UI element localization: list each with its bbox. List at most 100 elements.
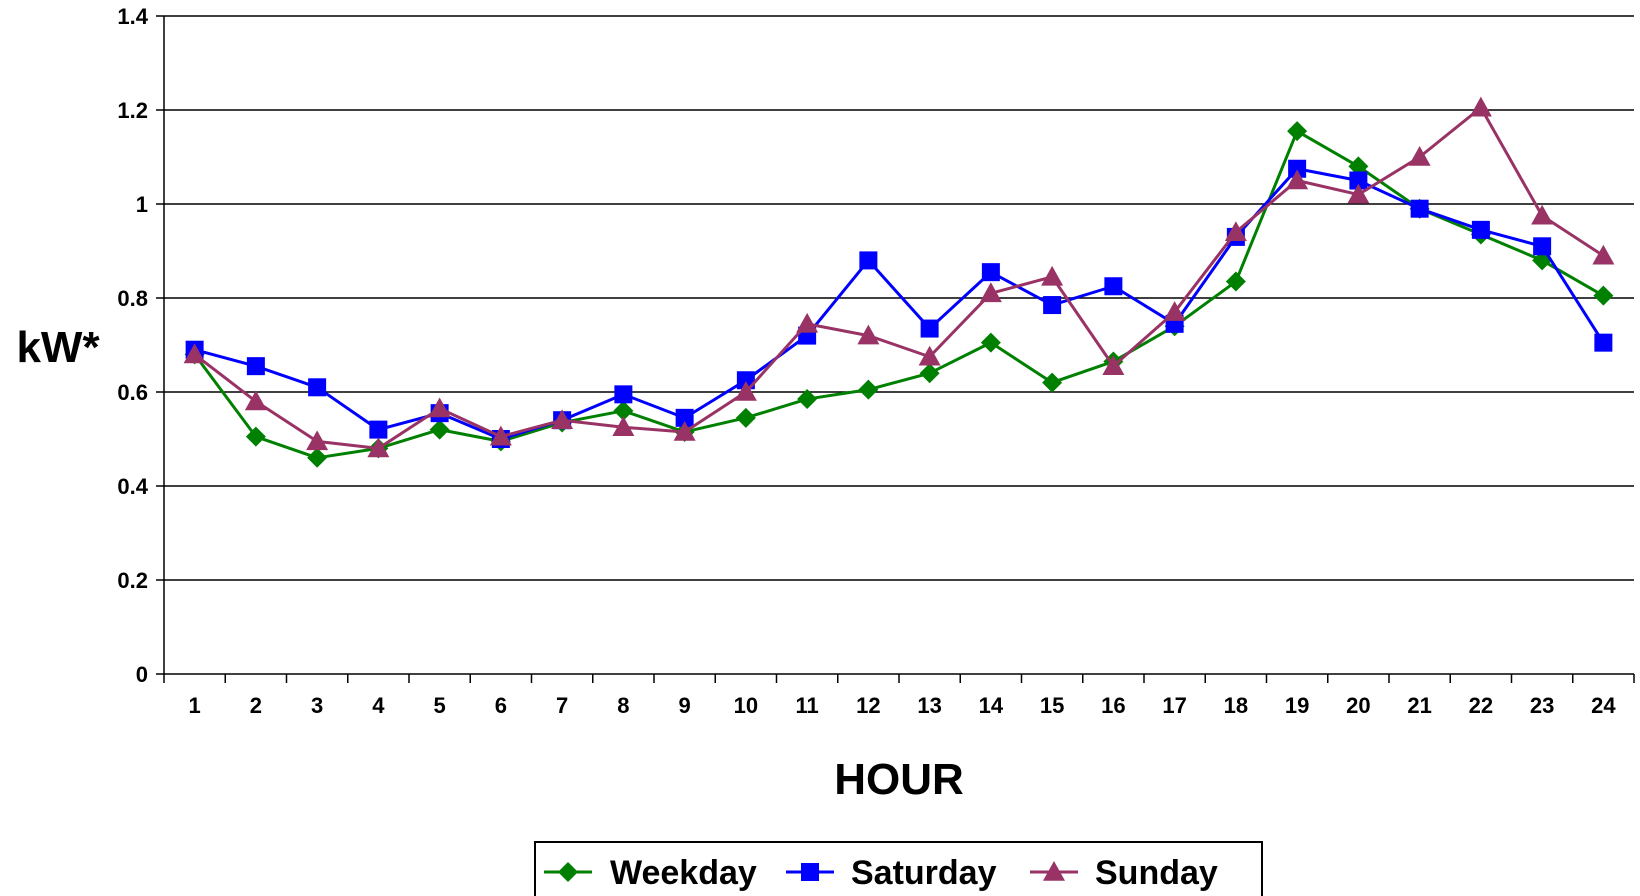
x-tick-label: 24 [1591, 693, 1616, 718]
legend-label-saturday: Saturday [851, 854, 997, 892]
legend-swatch-marker [558, 862, 578, 882]
x-tick-label: 21 [1407, 693, 1431, 718]
x-tick-label: 20 [1346, 693, 1370, 718]
legend-item-sunday: Sunday [1030, 854, 1218, 892]
x-tick-label: 3 [311, 693, 323, 718]
weekday-point [1348, 156, 1369, 177]
x-tick-label: 19 [1285, 693, 1309, 718]
saturday-point [1533, 237, 1552, 256]
saturday-point [246, 357, 265, 376]
weekday-point [613, 400, 634, 421]
saturday-line [194, 167, 1605, 441]
legend-box [534, 841, 1263, 896]
axes [156, 15, 1635, 683]
weekday-point [1225, 271, 1246, 292]
weekday-point [980, 332, 1001, 353]
x-tick-label: 16 [1101, 693, 1125, 718]
saturday-point [1043, 296, 1062, 315]
y-tick-label: 1 [136, 192, 148, 217]
saturday-point [1594, 333, 1613, 352]
legend-swatch-marker [801, 863, 819, 881]
sunday-point [428, 397, 451, 418]
weekday-line [193, 129, 1605, 460]
sunday-point [1408, 146, 1431, 166]
x-tick-label: 22 [1469, 693, 1493, 718]
legend-items: Weekday Saturday Sunday [544, 854, 1218, 892]
saturday-point [675, 408, 694, 427]
saturday-point [920, 319, 939, 338]
sunday-point [1531, 204, 1554, 225]
x-tick-label: 18 [1224, 693, 1248, 718]
y-tick-label: 0.2 [117, 568, 148, 593]
legend-label-weekday: Weekday [610, 854, 757, 892]
x-tick-label: 17 [1162, 693, 1186, 718]
legend-label-sunday: Sunday [1095, 854, 1218, 892]
sunday-point [367, 437, 390, 458]
x-tick-label: 9 [679, 693, 691, 718]
y-tick-label: 0.8 [117, 286, 148, 311]
weekday-point [919, 363, 940, 384]
x-tick-label: 15 [1040, 693, 1064, 718]
sunday-point [551, 409, 574, 429]
sunday-line [193, 106, 1605, 450]
saturday-point [859, 251, 878, 270]
sunday-point [183, 343, 206, 364]
sunday-point [979, 282, 1002, 303]
x-tick-label: 11 [795, 693, 818, 718]
legend-swatch-marker [1043, 861, 1065, 881]
y-tick-label: 1.2 [117, 98, 148, 123]
sunday-point [306, 430, 329, 451]
weekday-point [735, 407, 756, 428]
weekday-point [245, 426, 266, 447]
saturday-point [614, 385, 633, 404]
x-tick-label: 2 [250, 693, 262, 718]
legend-item-weekday: Weekday [544, 854, 757, 892]
saturday-point [1349, 171, 1368, 190]
weekday-point [307, 447, 328, 468]
sunday-point [1224, 221, 1247, 241]
x-tick-label: 14 [979, 693, 1004, 718]
saturday-point [1288, 159, 1307, 178]
weekday-point [1593, 285, 1614, 306]
x-axis-title: HOUR [834, 755, 964, 804]
saturday-point [369, 420, 388, 439]
sunday-point [244, 390, 267, 411]
sunday-point [1286, 169, 1309, 190]
series-lines [183, 96, 1615, 468]
x-tick-label: 8 [617, 693, 629, 718]
weekday-point [429, 419, 450, 440]
x-tick-label: 13 [917, 693, 941, 718]
sunday-point [796, 312, 819, 333]
x-tick-label: 6 [495, 693, 507, 718]
weekday-point [1287, 121, 1308, 142]
sunday-point [612, 416, 635, 437]
x-tick-label: 5 [434, 693, 446, 718]
y-tick-labels: 0 0.2 0.4 0.6 0.8 1 1.2 1.4 [117, 4, 148, 687]
x-tick-label: 1 [189, 693, 201, 718]
sunday-point [918, 345, 941, 366]
y-tick-label: 0.6 [117, 380, 148, 405]
y-tick-label: 1.4 [117, 4, 148, 29]
x-tick-label: 7 [556, 693, 568, 718]
y-axis-title: kW* [16, 323, 100, 372]
gridlines [164, 15, 1634, 581]
sunday-point [1102, 355, 1125, 375]
weekday-point [1042, 372, 1063, 393]
sunday-point [857, 324, 880, 345]
saturday-point [308, 378, 327, 397]
x-tick-label: 4 [372, 693, 385, 718]
x-tick-label: 23 [1530, 693, 1554, 718]
y-tick-label: 0 [136, 662, 148, 687]
sunday-point [1347, 183, 1370, 204]
series-saturday [185, 159, 1613, 448]
legend: Weekday Saturday Sunday [534, 841, 1263, 896]
series-sunday [183, 96, 1615, 458]
sunday-point [1041, 265, 1064, 286]
saturday-point [1104, 277, 1123, 296]
x-tick-labels: 1 2 3 4 5 6 7 8 9 10 11 12 13 14 15 16 17 18 19 20 21 22 23 24 [189, 693, 1617, 718]
saturday-point [981, 263, 1000, 282]
sunday-point [1163, 301, 1186, 321]
sunday-point [673, 420, 696, 441]
